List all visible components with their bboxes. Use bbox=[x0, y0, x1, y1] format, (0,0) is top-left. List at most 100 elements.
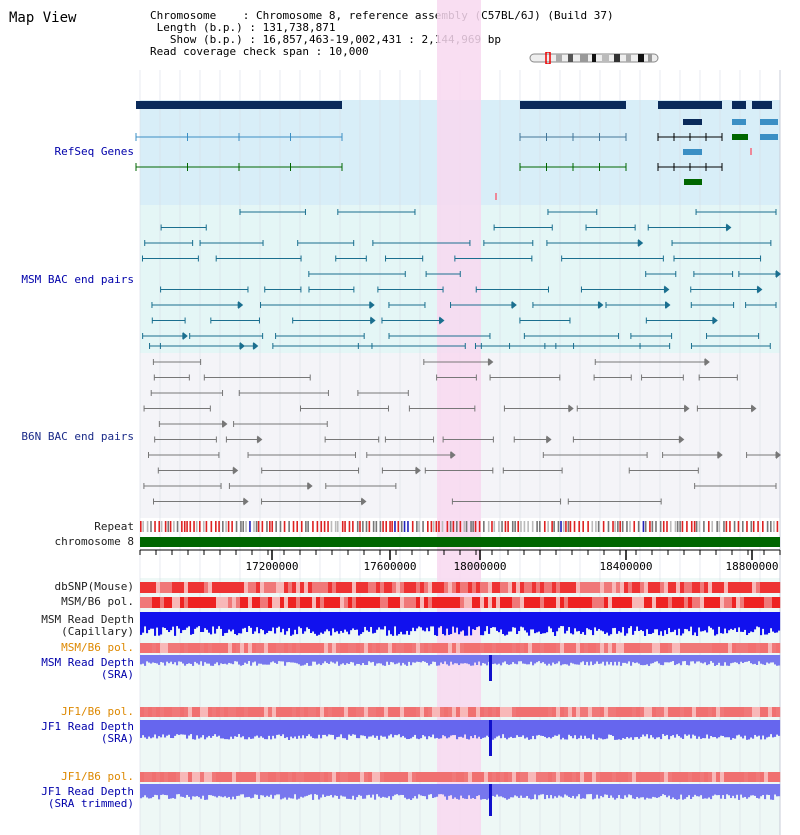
read-depth-bar bbox=[154, 784, 157, 795]
repeat-element bbox=[438, 521, 440, 532]
polymorphism-cell bbox=[300, 597, 305, 608]
polymorphism-cell bbox=[616, 582, 621, 593]
polymorphism-cell bbox=[364, 643, 369, 653]
repeat-element bbox=[344, 521, 346, 532]
repeat-element bbox=[703, 521, 705, 532]
read-depth-bar bbox=[370, 784, 373, 798]
read-depth-bar bbox=[412, 655, 415, 663]
polymorphism-cell bbox=[752, 582, 757, 593]
repeat-element bbox=[679, 521, 681, 532]
read-depth-bar bbox=[228, 655, 231, 663]
read-depth-bar bbox=[462, 784, 465, 799]
read-depth-bar bbox=[368, 720, 371, 737]
read-depth-bar bbox=[228, 612, 231, 630]
read-depth-bar bbox=[222, 612, 225, 636]
read-depth-bar bbox=[626, 784, 629, 798]
read-depth-bar bbox=[564, 612, 567, 634]
polymorphism-cell bbox=[332, 707, 337, 717]
polymorphism-cell bbox=[644, 772, 649, 782]
polymorphism-cell bbox=[528, 582, 533, 593]
read-depth-bar bbox=[558, 612, 561, 628]
read-depth-bar bbox=[192, 655, 195, 666]
polymorphism-cell bbox=[544, 582, 549, 593]
read-depth-bar bbox=[606, 720, 609, 739]
read-depth-bar bbox=[340, 784, 343, 796]
polymorphism-cell bbox=[196, 707, 201, 717]
polymorphism-cell bbox=[524, 582, 529, 593]
polymorphism-cell bbox=[188, 597, 193, 608]
read-depth-bar bbox=[432, 720, 435, 735]
polymorphism-cell bbox=[488, 772, 493, 782]
chromosome-ideogram[interactable] bbox=[528, 52, 662, 64]
read-depth-bar bbox=[298, 720, 301, 736]
polymorphism-cell bbox=[396, 582, 401, 593]
polymorphism-cell bbox=[300, 643, 305, 653]
repeat-element bbox=[334, 521, 337, 532]
read-depth-bar bbox=[142, 720, 145, 736]
track-label-refseq[interactable]: RefSeq Genes bbox=[54, 145, 134, 158]
polymorphism-cell bbox=[512, 772, 517, 782]
polymorphism-cell bbox=[172, 643, 177, 653]
read-depth-bar bbox=[260, 784, 263, 796]
msm-bac-pair-arrow bbox=[370, 316, 376, 325]
read-depth-bar bbox=[208, 784, 211, 795]
read-depth-bar bbox=[648, 720, 651, 739]
polymorphism-cell bbox=[520, 582, 525, 593]
track-label-msm-bac[interactable]: MSM BAC end pairs bbox=[21, 273, 134, 286]
read-depth-bar bbox=[166, 612, 169, 631]
read-depth-bar bbox=[588, 720, 591, 739]
read-depth-bar bbox=[744, 612, 747, 630]
read-depth-bar bbox=[722, 784, 725, 796]
read-depth-bar bbox=[732, 612, 735, 630]
read-depth-bar bbox=[714, 655, 717, 666]
read-depth-bar bbox=[328, 720, 331, 735]
polymorphism-cell bbox=[672, 643, 677, 653]
read-depth-bar bbox=[590, 784, 593, 795]
read-depth-bar bbox=[394, 655, 397, 665]
read-depth-bar bbox=[656, 720, 659, 738]
read-depth-bar bbox=[750, 720, 753, 738]
polymorphism-cell bbox=[348, 597, 353, 608]
read-depth-bar bbox=[574, 655, 577, 665]
read-depth-bar bbox=[144, 655, 147, 666]
read-depth-bar bbox=[630, 655, 633, 666]
polymorphism-cell bbox=[548, 597, 553, 608]
polymorphism-cell bbox=[624, 707, 629, 717]
read-depth-bar bbox=[288, 612, 291, 629]
read-depth-bar bbox=[572, 784, 575, 796]
repeat-element bbox=[202, 521, 205, 532]
polymorphism-cell bbox=[168, 643, 173, 653]
read-depth-bar bbox=[316, 655, 319, 665]
read-depth-bar bbox=[502, 655, 505, 663]
read-depth-bar bbox=[230, 655, 233, 664]
read-depth-bar bbox=[154, 612, 157, 636]
polymorphism-cell bbox=[196, 582, 201, 593]
read-depth-bar bbox=[698, 612, 701, 628]
read-depth-bar bbox=[446, 784, 449, 800]
read-depth-bar bbox=[624, 784, 627, 796]
read-depth-bar bbox=[586, 720, 589, 739]
read-depth-bar bbox=[374, 720, 377, 738]
polymorphism-cell bbox=[744, 707, 749, 717]
read-depth-bar bbox=[778, 612, 781, 631]
polymorphism-cell bbox=[712, 772, 717, 782]
read-depth-bar bbox=[736, 655, 739, 663]
polymorphism-cell bbox=[152, 582, 157, 593]
read-depth-bar bbox=[506, 784, 509, 800]
polymorphism-cell bbox=[240, 643, 245, 653]
track-label-b6n-bac[interactable]: B6N BAC end pairs bbox=[21, 430, 134, 443]
read-depth-bar bbox=[422, 612, 425, 631]
read-depth-bar bbox=[284, 655, 287, 666]
read-depth-bar bbox=[200, 612, 203, 632]
polymorphism-cell bbox=[420, 582, 425, 593]
repeat-element bbox=[372, 521, 375, 532]
polymorphism-cell bbox=[600, 582, 605, 593]
read-depth-bar bbox=[698, 720, 701, 737]
repeat-element bbox=[582, 521, 584, 532]
polymorphism-cell bbox=[408, 772, 413, 782]
polymorphism-cell bbox=[292, 597, 297, 608]
read-depth-bar bbox=[324, 720, 327, 735]
read-depth-bar bbox=[308, 720, 311, 735]
read-depth-bar bbox=[600, 612, 603, 631]
